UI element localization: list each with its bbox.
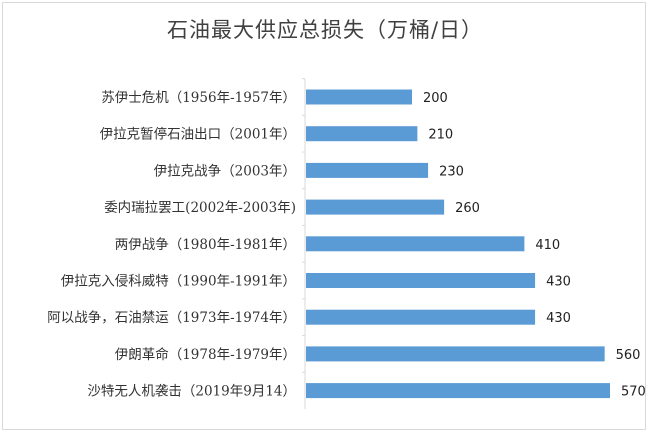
bar — [306, 236, 525, 252]
category-label: 委内瑞拉罢工(2002年-2003年) — [104, 200, 296, 216]
category-label: 伊拉克入侵科威特（1990年-1991年） — [61, 273, 296, 290]
category-label: 两伊战争（1980年-1981年） — [115, 237, 296, 253]
data-label: 430 — [546, 275, 571, 290]
data-label: 570 — [621, 385, 646, 400]
data-label: 410 — [535, 238, 560, 253]
data-label: 200 — [423, 91, 448, 106]
category-label: 伊朗革命（1978年-1979年） — [115, 346, 296, 363]
data-label: 210 — [428, 128, 453, 143]
bar — [306, 162, 429, 178]
category-label: 苏伊士危机（1956年-1957年） — [101, 90, 296, 106]
data-label: 260 — [455, 201, 480, 216]
bar — [306, 309, 536, 325]
category-label: 沙特无人机袭击（2019年9月14） — [87, 384, 296, 400]
bar — [306, 346, 605, 362]
category-label: 阿以战争，石油禁运（1973年-1974年） — [47, 310, 296, 326]
bar — [306, 383, 610, 399]
data-label: 430 — [546, 311, 571, 326]
category-label: 伊拉克暂停石油出口（2001年） — [100, 126, 296, 143]
bar — [306, 199, 445, 215]
bar — [306, 273, 536, 288]
data-label: 560 — [616, 348, 641, 363]
category-label: 伊拉克战争（2003年） — [154, 163, 296, 179]
chart-title: 石油最大供应总损失（万桶/日） — [166, 18, 484, 42]
data-label: 230 — [439, 164, 464, 179]
bar — [306, 126, 418, 142]
bar — [306, 89, 413, 105]
